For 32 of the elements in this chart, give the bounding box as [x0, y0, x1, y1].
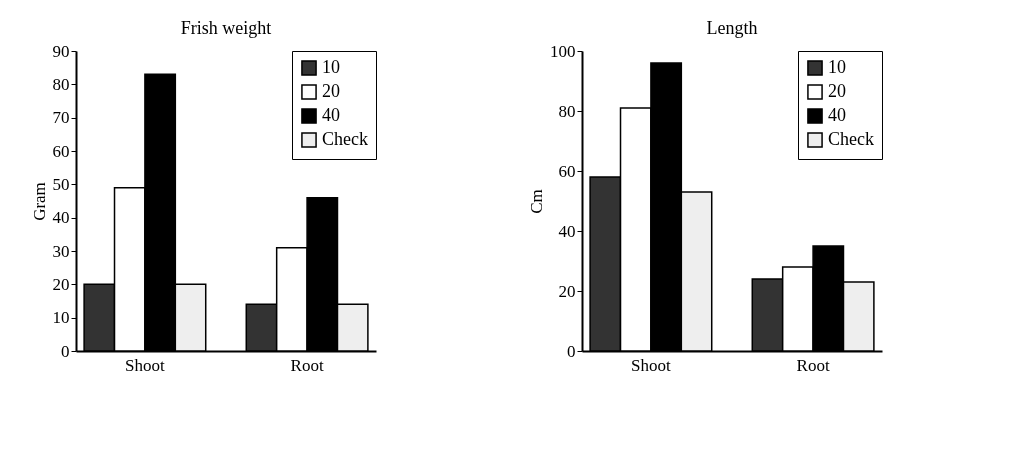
y-tick-label: 40	[52, 208, 70, 228]
legend-label: 40	[828, 105, 846, 125]
x-tick-label: Root	[290, 355, 324, 375]
y-tick-label: 0	[567, 341, 576, 361]
legend-label: 40	[322, 105, 340, 125]
x-tick-label: Root	[796, 355, 830, 375]
y-tick-label: 40	[558, 221, 576, 241]
y-tick-label: 100	[550, 41, 576, 61]
y-tick-label: 90	[52, 41, 70, 61]
y-tick-label: 20	[52, 274, 70, 294]
chart-title: Frish weight	[180, 18, 272, 38]
legend-label: 10	[322, 57, 340, 77]
y-tick-label: 80	[52, 74, 70, 94]
legend-label: 10	[828, 57, 846, 77]
x-tick-label: Shoot	[631, 355, 672, 375]
y-tick-label: 80	[558, 101, 576, 121]
y-tick-label: 70	[52, 108, 70, 128]
y-tick-label: 10	[52, 308, 70, 328]
legend-label: Check	[828, 129, 874, 149]
y-axis-title: Cm	[527, 189, 546, 214]
legend-label: 20	[322, 81, 340, 101]
chart-title: Length	[706, 18, 758, 38]
y-tick-label: 20	[558, 281, 576, 301]
y-tick-label: 50	[52, 174, 70, 194]
y-axis-title: Gram	[29, 182, 49, 221]
y-tick-label: 60	[558, 161, 576, 181]
legend-label: 20	[828, 81, 846, 101]
y-tick-label: 60	[52, 141, 70, 161]
y-tick-label: 0	[61, 341, 70, 361]
x-tick-label: Shoot	[125, 355, 166, 375]
legend-label: Check	[322, 129, 368, 149]
y-tick-label: 30	[52, 241, 70, 261]
